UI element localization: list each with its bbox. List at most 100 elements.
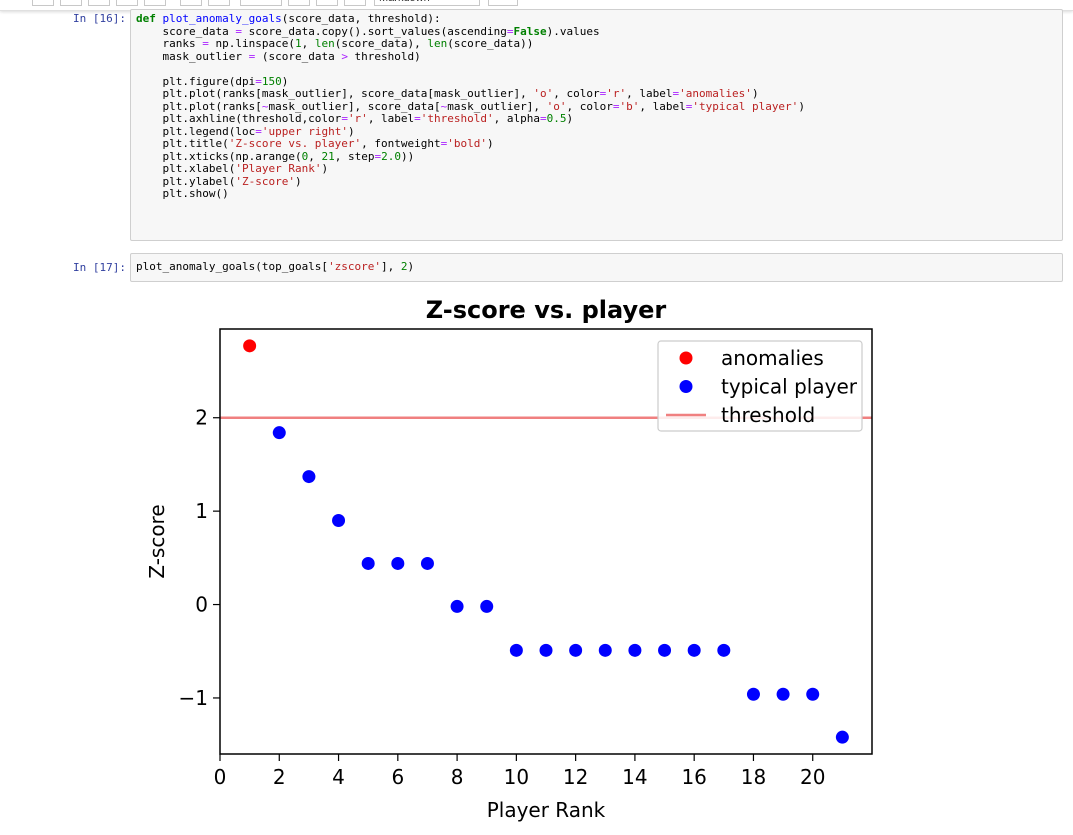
save-button[interactable]: [32, 0, 54, 6]
x-tick-label: 18: [741, 765, 766, 789]
restart-run-button[interactable]: [344, 0, 366, 6]
code-token: ranks: [136, 37, 203, 50]
data-point: [628, 643, 642, 657]
code-token: (score_data),: [334, 37, 428, 50]
code-token: mask_outlier],: [447, 99, 547, 113]
code-token: ): [487, 137, 494, 150]
code-token: plot_anomaly_goals(top_goals[: [136, 260, 329, 273]
code-token: , label: [639, 99, 686, 113]
code-token: =: [255, 124, 262, 138]
code-token: , alpha: [493, 112, 541, 125]
y-tick-label: 0: [195, 593, 208, 617]
code-line: plt.xticks(np.arange(0, 21, step=2.0)): [136, 150, 414, 163]
copy-button[interactable]: [116, 0, 138, 6]
data-point: [658, 643, 672, 657]
x-tick-label: 20: [800, 765, 825, 789]
code-token: plt.title(: [136, 137, 229, 150]
data-point: [272, 426, 286, 440]
code-token: 'b': [619, 99, 640, 113]
axes-frame: [219, 328, 873, 755]
legend-marker: [679, 351, 693, 365]
code-token: =: [341, 112, 348, 125]
code-token: plt.xlabel(: [136, 162, 236, 175]
code-token: 1: [294, 37, 302, 50]
run-button[interactable]: [240, 0, 282, 6]
legend-label: typical player: [721, 375, 858, 399]
code-token: ): [281, 74, 289, 88]
x-tick-label: 8: [451, 765, 464, 789]
cut-button[interactable]: [88, 0, 110, 6]
code-line: mask_outlier = (score_data > threshold): [136, 49, 421, 63]
move-up-button[interactable]: [180, 0, 202, 6]
code-token: score_data: [136, 24, 236, 38]
code-token: , label: [626, 87, 673, 100]
move-down-button[interactable]: [208, 0, 230, 6]
code-token: plot_anomaly_goals: [162, 12, 282, 25]
y-tick-label: 2: [195, 406, 208, 430]
code-token: , color: [566, 99, 613, 113]
code-token: plt.figure(dpi: [136, 74, 256, 88]
code-line: plt.show(): [136, 187, 229, 200]
code-token: 21: [321, 149, 335, 163]
code-token: 2.0: [381, 149, 401, 163]
data-point: [717, 643, 731, 657]
code-token: 0.5: [546, 112, 567, 125]
code-line: plt.plot(ranks[~mask_outlier], score_dat…: [136, 99, 805, 113]
code-token: ],: [381, 260, 401, 273]
y-axis-label: Z-score: [145, 504, 169, 578]
code-editor[interactable]: def plot_anomaly_goals(score_data, thres…: [136, 12, 805, 201]
code-token: plt.plot(ranks[mask_outlier], score_data…: [136, 87, 534, 100]
x-tick-label: 16: [681, 765, 706, 789]
y-tick-label: −1: [179, 686, 208, 710]
code-token: =: [599, 87, 607, 100]
code-token: len: [314, 37, 335, 50]
code-token: [156, 12, 163, 25]
code-line: plot_anomaly_goals(top_goals['zscore'], …: [136, 260, 414, 273]
code-token: 'o': [546, 99, 567, 113]
code-token: =: [672, 87, 680, 100]
data-point: [332, 513, 346, 527]
code-token: ): [566, 112, 574, 125]
code-token: plt.show(): [136, 187, 229, 200]
y-tick-label: 1: [195, 499, 208, 523]
code-token: ): [798, 99, 805, 113]
code-token: mask_outlier: [136, 49, 249, 63]
code-token: >: [341, 49, 348, 63]
code-line: plt.figure(dpi=150): [136, 75, 288, 88]
code-token: =: [612, 99, 620, 113]
code-token: 'o': [533, 87, 554, 100]
code-token: =: [255, 74, 262, 88]
paste-button[interactable]: [144, 0, 166, 6]
code-token: plt.plot(ranks[: [136, 99, 262, 113]
x-tick-label: 12: [563, 765, 588, 789]
code-token: ,: [308, 149, 322, 163]
add-cell-button[interactable]: [60, 0, 82, 6]
code-token: mask_outlier], score_data[: [268, 99, 441, 113]
restart-button[interactable]: [316, 0, 338, 6]
code-cell[interactable]: def plot_anomaly_goals(score_data, thres…: [130, 9, 1063, 241]
code-token: threshold): [347, 49, 421, 63]
code-token: False: [513, 24, 547, 38]
code-line: plt.ylabel('Z-score'): [136, 175, 301, 188]
code-line: plt.legend(loc='upper right'): [136, 124, 354, 138]
code-editor[interactable]: plot_anomaly_goals(top_goals['zscore'], …: [136, 260, 414, 274]
x-tick-label: 14: [622, 765, 647, 789]
code-token: , fontweight: [361, 137, 441, 150]
code-token: 'Z-score vs. player': [228, 137, 362, 150]
code-line: score_data = score_data.copy().sort_valu…: [136, 24, 599, 38]
code-line: plt.xlabel('Player Rank'): [136, 162, 328, 175]
interrupt-button[interactable]: [288, 0, 310, 6]
code-token: 'typical player': [692, 99, 799, 113]
code-token: =: [685, 99, 693, 113]
legend-label: anomalies: [721, 346, 824, 370]
code-cell[interactable]: plot_anomaly_goals(top_goals['zscore'], …: [130, 253, 1063, 282]
data-point: [420, 556, 434, 570]
code-token: ): [407, 260, 415, 273]
cell-type-select[interactable]: Markdown: [374, 0, 480, 6]
command-palette-button[interactable]: [488, 0, 518, 6]
code-token: , color: [553, 87, 600, 100]
code-token: =: [235, 24, 242, 38]
code-token: score_data.copy().sort_values(ascending: [241, 24, 507, 38]
code-line: def plot_anomaly_goals(score_data, thres…: [136, 12, 441, 25]
